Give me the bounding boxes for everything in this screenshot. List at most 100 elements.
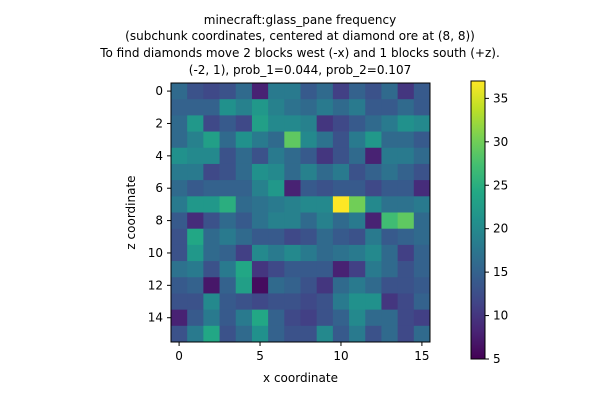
heatmap-cell: [203, 244, 220, 262]
heatmap-cell: [268, 325, 285, 343]
heatmap-cell: [381, 325, 399, 343]
heatmap-cell: [413, 261, 431, 278]
y-axis-label: z coordinate: [124, 175, 138, 249]
heatmap-cell: [332, 99, 350, 116]
heatmap-cell: [349, 115, 366, 132]
heatmap-cell: [300, 277, 318, 294]
heatmap-cell: [381, 277, 399, 294]
heatmap-cell: [187, 83, 204, 100]
heatmap-cell: [413, 309, 431, 327]
heatmap-cell: [349, 147, 366, 165]
heatmap-cell: [171, 212, 188, 230]
heatmap-cell: [284, 293, 301, 311]
heatmap-cell: [349, 180, 366, 197]
heatmap-cell: [316, 180, 334, 197]
heatmap-cell: [187, 228, 204, 246]
x-axis-label: x coordinate: [263, 371, 338, 385]
heatmap-cell: [349, 131, 366, 149]
heatmap-cell: [365, 196, 382, 213]
heatmap-cell: [203, 228, 220, 246]
heatmap-cell: [284, 228, 301, 246]
heatmap-cell: [349, 163, 366, 181]
heatmap-cell: [300, 309, 318, 327]
heatmap-cell: [381, 309, 399, 327]
heatmap-cell: [397, 244, 415, 262]
heatmap-cell: [235, 244, 253, 262]
heatmap-cell: [171, 293, 188, 311]
heatmap-cell: [251, 115, 269, 132]
heatmap-cell: [203, 293, 220, 311]
heatmap-cell: [413, 244, 431, 262]
heatmap-cell: [268, 147, 285, 165]
heatmap-cell: [349, 277, 366, 294]
heatmap-cell: [268, 163, 285, 181]
title-line-4: (-2, 1), prob_1=0.044, prob_2=0.107: [189, 63, 411, 77]
heatmap-cell: [251, 293, 269, 311]
heatmap-cell: [171, 147, 188, 165]
heatmap-cell: [251, 196, 269, 213]
heatmap-cell: [332, 325, 350, 343]
colorbar-tick-label: 20: [493, 222, 508, 236]
y-tick-label: 10: [148, 246, 163, 260]
heatmap-cell: [251, 147, 269, 165]
heatmap-cell: [203, 277, 220, 294]
heatmap-cell: [235, 293, 253, 311]
heatmap-cell: [235, 212, 253, 230]
heatmap-cell: [284, 163, 301, 181]
heatmap-cell: [284, 244, 301, 262]
heatmap-cell: [251, 212, 269, 230]
heatmap-cell: [332, 83, 350, 100]
heatmap-cell: [365, 99, 382, 116]
heatmap-cell: [251, 131, 269, 149]
heatmap-cell: [235, 83, 253, 100]
heatmap-cell: [349, 212, 366, 230]
heatmap-cell: [365, 293, 382, 311]
heatmap-cell: [365, 212, 382, 230]
heatmap-cell: [397, 261, 415, 278]
title-line-3: To find diamonds move 2 blocks west (-x)…: [99, 46, 500, 60]
heatmap-cell: [365, 228, 382, 246]
y-tick-label: 6: [155, 181, 163, 195]
heatmap-cell: [251, 228, 269, 246]
colorbar-tick-label: 15: [493, 265, 508, 279]
x-tick-label: 15: [414, 349, 429, 363]
heatmap-cell: [235, 99, 253, 116]
heatmap-cell: [235, 180, 253, 197]
heatmap-cell: [171, 115, 188, 132]
heatmap-cell: [381, 99, 399, 116]
heatmap-cell: [235, 196, 253, 213]
heatmap-cell: [203, 180, 220, 197]
heatmap-cell: [365, 244, 382, 262]
heatmap-cell: [316, 163, 334, 181]
y-tick-label: 14: [148, 311, 163, 325]
heatmap-cell: [251, 83, 269, 100]
heatmap-cell: [284, 261, 301, 278]
heatmap-cell: [171, 83, 188, 100]
heatmap-cell: [413, 147, 431, 165]
heatmap-cell: [203, 99, 220, 116]
heatmap-cell: [332, 228, 350, 246]
heatmap-cell: [268, 115, 285, 132]
heatmap-cell: [332, 309, 350, 327]
heatmap-cell: [349, 244, 366, 262]
heatmap-cell: [316, 147, 334, 165]
heatmap-cell: [332, 131, 350, 149]
heatmap-cell: [300, 244, 318, 262]
heatmap-cell: [300, 261, 318, 278]
heatmap-cell: [219, 261, 237, 278]
heatmap-cell: [187, 99, 204, 116]
heatmap-cell: [397, 83, 415, 100]
heatmap-cell: [316, 325, 334, 343]
heatmap-cell: [268, 131, 285, 149]
colorbar-tick-label: 30: [493, 135, 508, 149]
heatmap-cell: [268, 99, 285, 116]
heatmap-cell: [219, 83, 237, 100]
heatmap-cell: [203, 83, 220, 100]
heatmap-cell: [397, 180, 415, 197]
heatmap-cell: [251, 180, 269, 197]
heatmap-cell: [203, 309, 220, 327]
colorbar-tick-label: 25: [493, 178, 508, 192]
heatmap-cell: [219, 277, 237, 294]
x-tick-label: 0: [175, 349, 183, 363]
heatmap-cell: [284, 196, 301, 213]
